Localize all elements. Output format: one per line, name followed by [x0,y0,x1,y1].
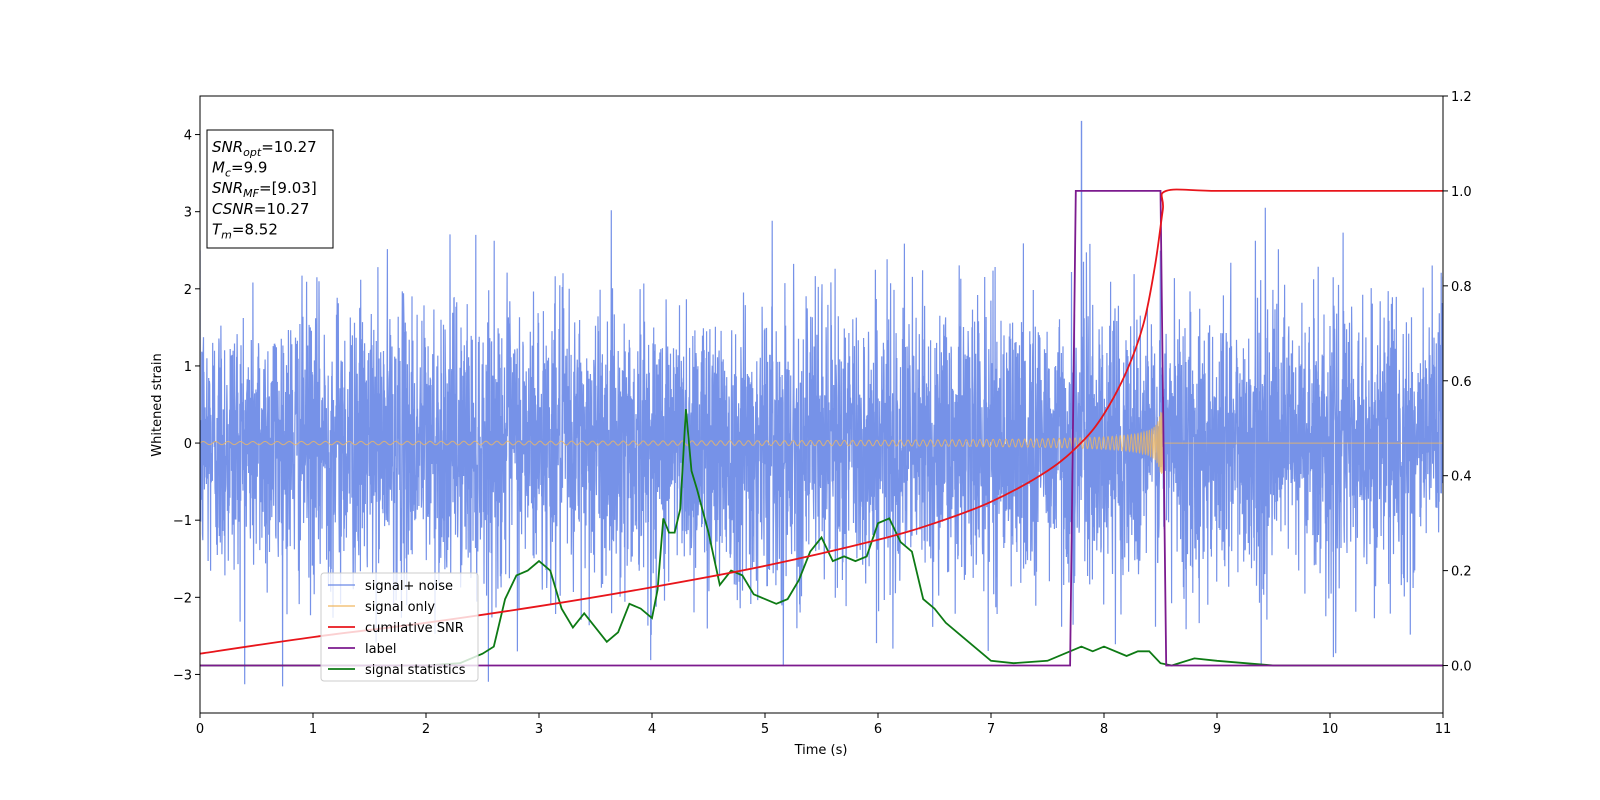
x-tick-label: 2 [422,722,430,737]
x-tick-label: 8 [1100,722,1108,737]
legend-entry: label [365,642,396,657]
series-signal-noise [200,120,1443,687]
legend-entry: cumilative SNR [365,621,464,636]
y-axis-label: Whitened strain [150,353,165,456]
info-box: SNRopt=10.27Mc=9.9SNRMF=[9.03]CSNR=10.27… [206,129,334,249]
legend-entry: signal only [365,600,435,615]
y-tick-label: 0 [184,437,192,452]
x-axis-label: Time (s) [794,743,848,758]
info-line: SNRopt=10.27 [212,138,317,159]
x-tick-label: 3 [535,722,543,737]
y2-tick-label: 1.0 [1451,185,1472,200]
legend-frame [320,572,479,682]
x-tick-label: 0 [196,722,204,737]
y-tick-label: −3 [173,668,192,683]
x-tick-label: 6 [874,722,882,737]
legend: signal+ noise signal only cumilative SNR la… [320,572,479,682]
axes: 0 1 2 3 4 5 6 7 8 9 10 11 −3 −2 −1 0 1 2 3 4 0.0 0.2 0.4 0.6 0.8… [173,90,1472,737]
y-tick-label: 3 [184,206,192,221]
series-cumulative-snr [200,188,1443,655]
y2-tick-label: 0.0 [1451,660,1472,675]
x-tick-label: 7 [987,722,995,737]
info-box-frame [206,129,334,249]
y2-tick-label: 0.4 [1451,470,1472,485]
y-tick-label: 1 [184,360,192,375]
info-line: Tm=8.52 [212,220,278,241]
legend-entry: signal+ noise [365,579,453,594]
info-line: Mc=9.9 [212,159,267,180]
plot-area [200,120,1443,687]
y-tick-label: 2 [184,283,192,298]
series-signal-only [200,412,1443,474]
y2-tick-label: 1.2 [1451,90,1472,105]
legend-entry: signal statistics [365,663,466,678]
x-tick-label: 9 [1213,722,1221,737]
x-tick-label: 11 [1435,722,1452,737]
y2-tick-label: 0.8 [1451,280,1472,295]
y-tick-label: −1 [173,514,192,529]
x-tick-label: 4 [648,722,656,737]
plot-frame [199,95,1444,714]
x-tick-label: 1 [309,722,317,737]
x-tick-label: 5 [761,722,769,737]
y2-tick-label: 0.2 [1451,565,1472,580]
x-tick-label: 10 [1322,722,1339,737]
y-tick-label: −2 [173,591,192,606]
series-label [200,190,1443,667]
info-line: CSNR=10.27 [212,200,309,218]
info-line: SNRMF=[9.03] [212,179,317,200]
y-tick-label: 4 [184,129,192,144]
y2-tick-label: 0.6 [1451,375,1472,390]
series-signal-statistics [200,409,1443,667]
